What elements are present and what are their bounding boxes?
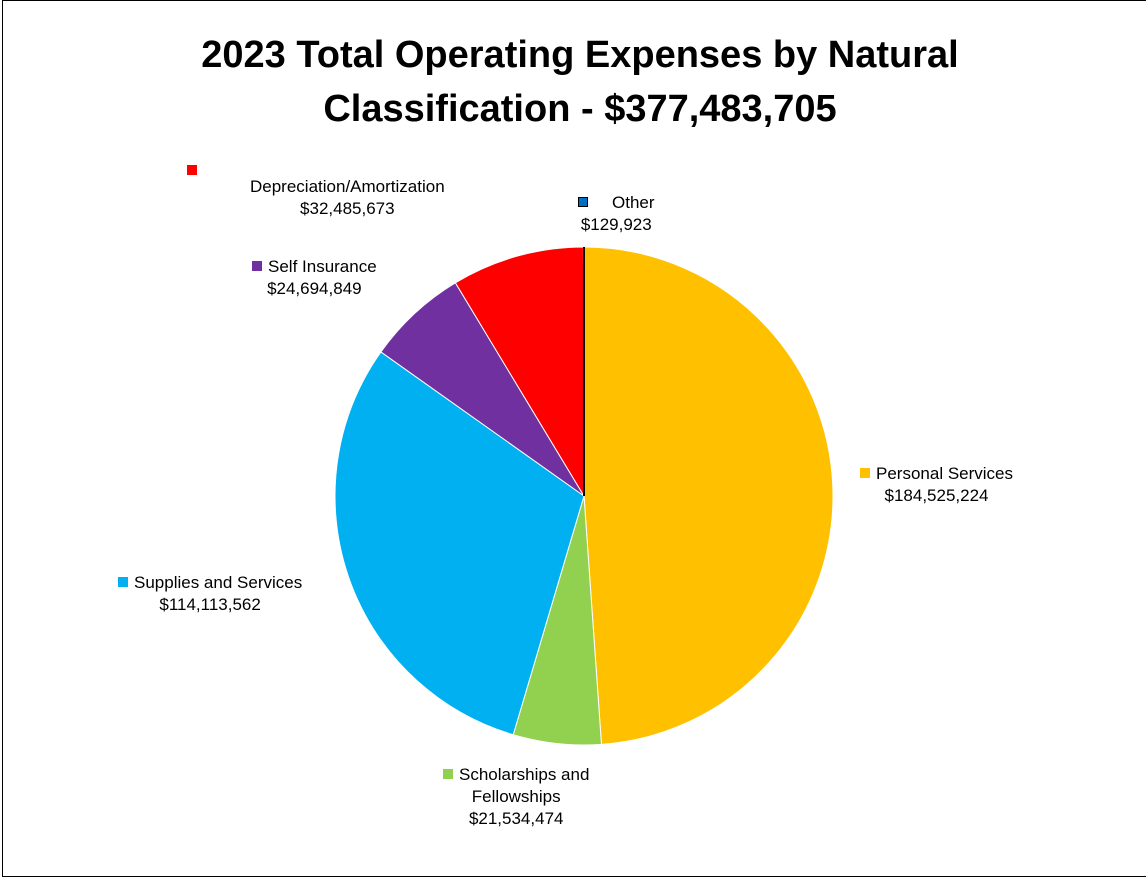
label-name-depreciation: Depreciation/Amortization	[250, 177, 445, 196]
slice-label-scholarships: Scholarships and Fellowships $21,534,474	[443, 764, 589, 830]
label-name-self-insurance: Self Insurance	[268, 257, 377, 276]
chart-title-line-1: 2023 Total Operating Expenses by Natural	[201, 34, 959, 76]
label-value-depreciation: $32,485,673	[300, 199, 395, 218]
label-name-personal-services: Personal Services	[876, 464, 1014, 483]
legend-key-other	[578, 197, 588, 207]
slice-label-other: Other $129,923	[578, 192, 655, 236]
slice-label-self-insurance: Self Insurance $24,694,849	[252, 256, 377, 300]
label-name-scholarships-line-1: Scholarships and	[459, 765, 590, 784]
chart-title: 2023 Total Operating Expenses by Natural…	[0, 28, 1148, 136]
legend-key-self-insurance	[252, 261, 262, 271]
label-name-supplies: Supplies and Services	[134, 573, 303, 592]
slice-label-personal-services: Personal Services $184,525,224	[860, 463, 1013, 507]
legend-key-depreciation	[187, 165, 197, 175]
pie-slice-supplies-and-services	[334, 351, 585, 736]
slice-label-depreciation: Depreciation/Amortization $32,485,673	[250, 176, 445, 220]
legend-key-personal-services	[860, 468, 870, 478]
label-value-scholarships: $21,534,474	[468, 809, 564, 828]
label-name-scholarships-line-2: Fellowships	[471, 787, 561, 806]
legend-key-supplies	[118, 577, 128, 587]
chart-title-line-2: Classification - $377,483,705	[323, 88, 837, 130]
legend-key-scholarships	[443, 769, 453, 779]
label-name-other: Other	[612, 193, 655, 212]
label-value-supplies: $114,113,562	[159, 595, 261, 614]
slice-label-supplies: Supplies and Services $114,113,562	[118, 572, 302, 616]
label-value-personal-services: $184,525,224	[884, 486, 989, 505]
pie-slice-depreciation-amortization	[454, 246, 585, 498]
pie-slice-personal-services	[583, 246, 834, 745]
label-value-other: $129,923	[580, 215, 652, 234]
label-value-self-insurance: $24,694,849	[267, 279, 362, 298]
